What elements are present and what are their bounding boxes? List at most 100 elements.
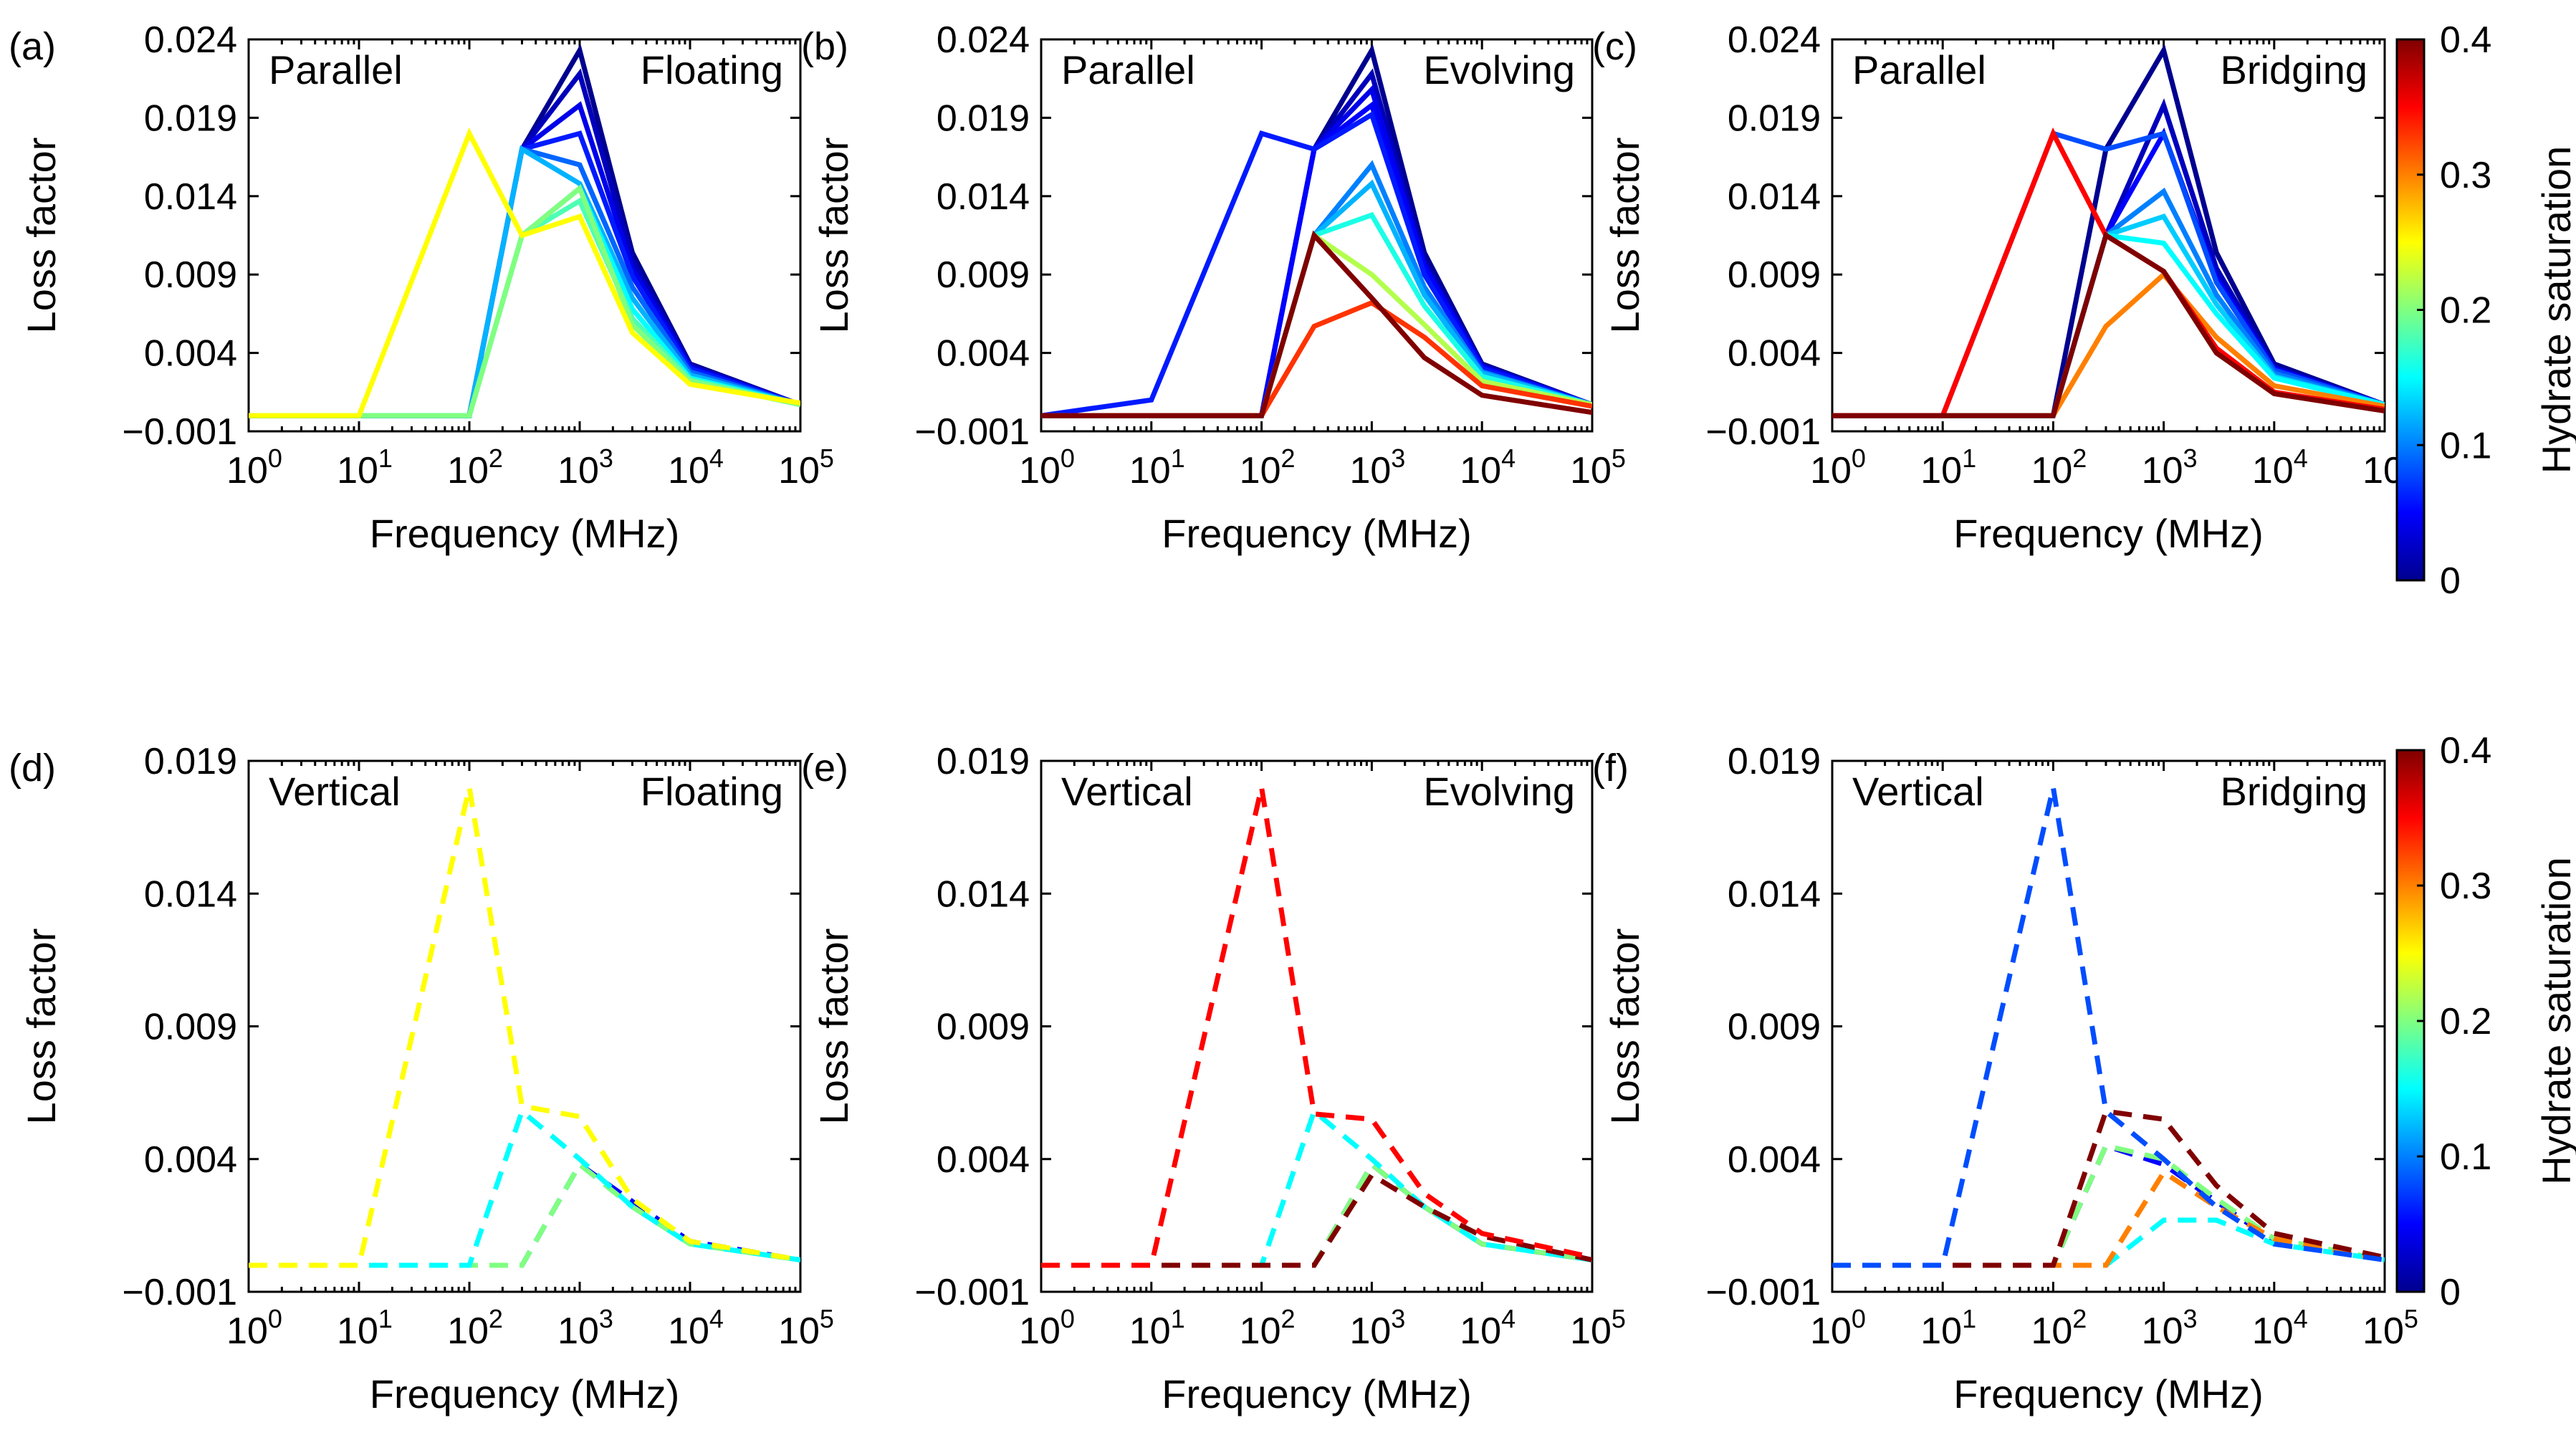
x-tick-label: 100 <box>1019 443 1075 491</box>
series-line <box>1832 787 2385 1268</box>
y-tick-label: 0.009 <box>144 1007 237 1048</box>
panel-label: (c) <box>1592 25 1637 68</box>
x-tick-label: 103 <box>2142 443 2198 491</box>
colorbar-tick-label: 0.3 <box>2440 155 2491 196</box>
plot-frame <box>247 38 802 433</box>
annotation-orientation: Parallel <box>269 47 403 92</box>
y-tick-label: 0.009 <box>1728 254 1821 296</box>
x-tick-label: 102 <box>1240 443 1296 491</box>
y-tick-label: 0.019 <box>1728 97 1821 139</box>
y-tick-label: 0.004 <box>144 333 237 375</box>
x-tick-label: 105 <box>778 1304 834 1352</box>
annotation-model: Floating <box>641 47 783 92</box>
y-tick-label: 0.009 <box>937 254 1030 296</box>
series-group <box>249 787 800 1268</box>
plot-frame <box>1040 38 1594 433</box>
x-tick-label: 103 <box>557 1304 613 1352</box>
annotation-orientation: Vertical <box>269 769 401 814</box>
x-tick-label: 101 <box>1129 443 1185 491</box>
y-tick-label: 0.014 <box>937 176 1030 218</box>
panel-label: (b) <box>801 25 848 68</box>
panel-e: 100 101 102 103 104 105 −0.001 0.004 0.009 0.014 0… <box>801 741 1626 1416</box>
y-tick-label: 0.014 <box>144 176 237 218</box>
y-tick-label: 0.014 <box>1728 176 1821 218</box>
series-group <box>1041 787 1592 1268</box>
y-tick-label: 0.004 <box>1728 1139 1821 1181</box>
y-tick-label: −0.001 <box>915 1272 1030 1313</box>
series-line <box>249 787 800 1268</box>
x-tick-label: 102 <box>2031 1304 2087 1352</box>
series-line <box>1041 1171 1592 1268</box>
x-tick-label: 103 <box>557 443 613 491</box>
x-tick-label: 101 <box>337 443 393 491</box>
annotation-orientation: Parallel <box>1061 47 1195 92</box>
y-tick-label: −0.001 <box>1706 411 1821 453</box>
series-line <box>1832 98 2385 418</box>
y-tick-label: −0.001 <box>123 411 238 453</box>
annotation-orientation: Vertical <box>1852 769 1984 814</box>
series-group <box>1832 44 2385 418</box>
y-tick-label: 0.004 <box>1728 333 1821 375</box>
y-tick-label: −0.001 <box>1706 1272 1821 1313</box>
y-tick-label: 0.009 <box>937 1007 1030 1048</box>
x-tick-label: 101 <box>1920 443 1976 491</box>
x-tick-label: 102 <box>1240 1304 1296 1352</box>
plot-frame <box>1831 38 2386 433</box>
x-tick-label: 100 <box>1810 443 1866 491</box>
y-tick-label: 0.019 <box>937 97 1030 139</box>
colorbar-tick-label: 0.2 <box>2440 1001 2491 1042</box>
x-tick-label: 104 <box>668 443 724 491</box>
series-line <box>249 68 800 418</box>
x-tick-label: 105 <box>1570 1304 1626 1352</box>
x-tick-label: 103 <box>1349 1304 1405 1352</box>
x-tick-label: 102 <box>2031 443 2087 491</box>
plot-frame <box>247 759 802 1293</box>
colorbar: 0 0.1 0.2 0.3 0.4 Hydrate saturation <box>2395 19 2576 602</box>
series-line <box>1041 101 1592 418</box>
series-line <box>1041 787 1592 1268</box>
y-axis-label: Loss factor <box>811 138 856 334</box>
y-tick-label: 0.024 <box>144 19 237 61</box>
x-tick-label: 102 <box>447 443 503 491</box>
colorbar-tick-label: 0 <box>2440 1272 2461 1313</box>
annotation-model: Bridging <box>2221 769 2367 814</box>
x-tick-label: 101 <box>1129 1304 1185 1352</box>
x-tick-label: 103 <box>1349 443 1405 491</box>
y-tick-label: −0.001 <box>123 1272 238 1313</box>
colorbar-label: Hydrate saturation <box>2534 857 2576 1185</box>
annotation-orientation: Parallel <box>1852 47 1986 92</box>
x-tick-label: 105 <box>2362 1304 2418 1352</box>
series-line <box>1041 1107 1592 1268</box>
panel-c: 100101102103104105−0.0010.0040.0090.0140… <box>1592 19 2418 556</box>
x-axis-label: Frequency (MHz) <box>370 1371 680 1416</box>
y-tick-label: 0.009 <box>1728 1007 1821 1048</box>
series-line <box>1832 231 2385 418</box>
x-axis-label: Frequency (MHz) <box>1953 1371 2264 1416</box>
plot-frame <box>1831 759 2386 1293</box>
panel-d: 100 101 102 103 104 105 −0.001 0.004 0.009 0.014 0… <box>9 741 834 1416</box>
panel-label: (f) <box>1592 747 1629 790</box>
y-tick-label: 0.004 <box>937 333 1030 375</box>
panel-f: 100 101 102 103 104 105 −0.001 0.004 0.009 0.014 0… <box>1592 741 2418 1416</box>
x-tick-label: 101 <box>1920 1304 1976 1352</box>
y-tick-label: 0.009 <box>144 254 237 296</box>
x-tick-label: 105 <box>1570 443 1626 491</box>
colorbar-tick-label: 0.2 <box>2440 290 2491 332</box>
y-tick-label: 0.019 <box>1728 741 1821 782</box>
series-line <box>1041 160 1592 418</box>
annotation-model: Bridging <box>2221 47 2367 92</box>
x-tick-label: 100 <box>226 443 282 491</box>
panel-a: 100 101 102 103 104 105 −0.001 0.004 0.009 0.014 0… <box>9 19 834 556</box>
series-line <box>1041 110 1592 418</box>
colorbar-tick-label: 0.1 <box>2440 1136 2491 1178</box>
y-tick-label: 0.024 <box>937 19 1030 61</box>
series-group <box>1832 787 2385 1268</box>
series-group <box>249 44 800 418</box>
y-tick-label: 0.019 <box>144 741 237 782</box>
panel-label: (a) <box>9 25 56 68</box>
x-tick-label: 104 <box>1460 1304 1516 1352</box>
x-axis-label: Frequency (MHz) <box>1162 511 1472 556</box>
x-axis-label: Frequency (MHz) <box>370 511 680 556</box>
colorbar-label: Hydrate saturation <box>2534 146 2576 474</box>
x-tick-label: 100 <box>1810 1304 1866 1352</box>
